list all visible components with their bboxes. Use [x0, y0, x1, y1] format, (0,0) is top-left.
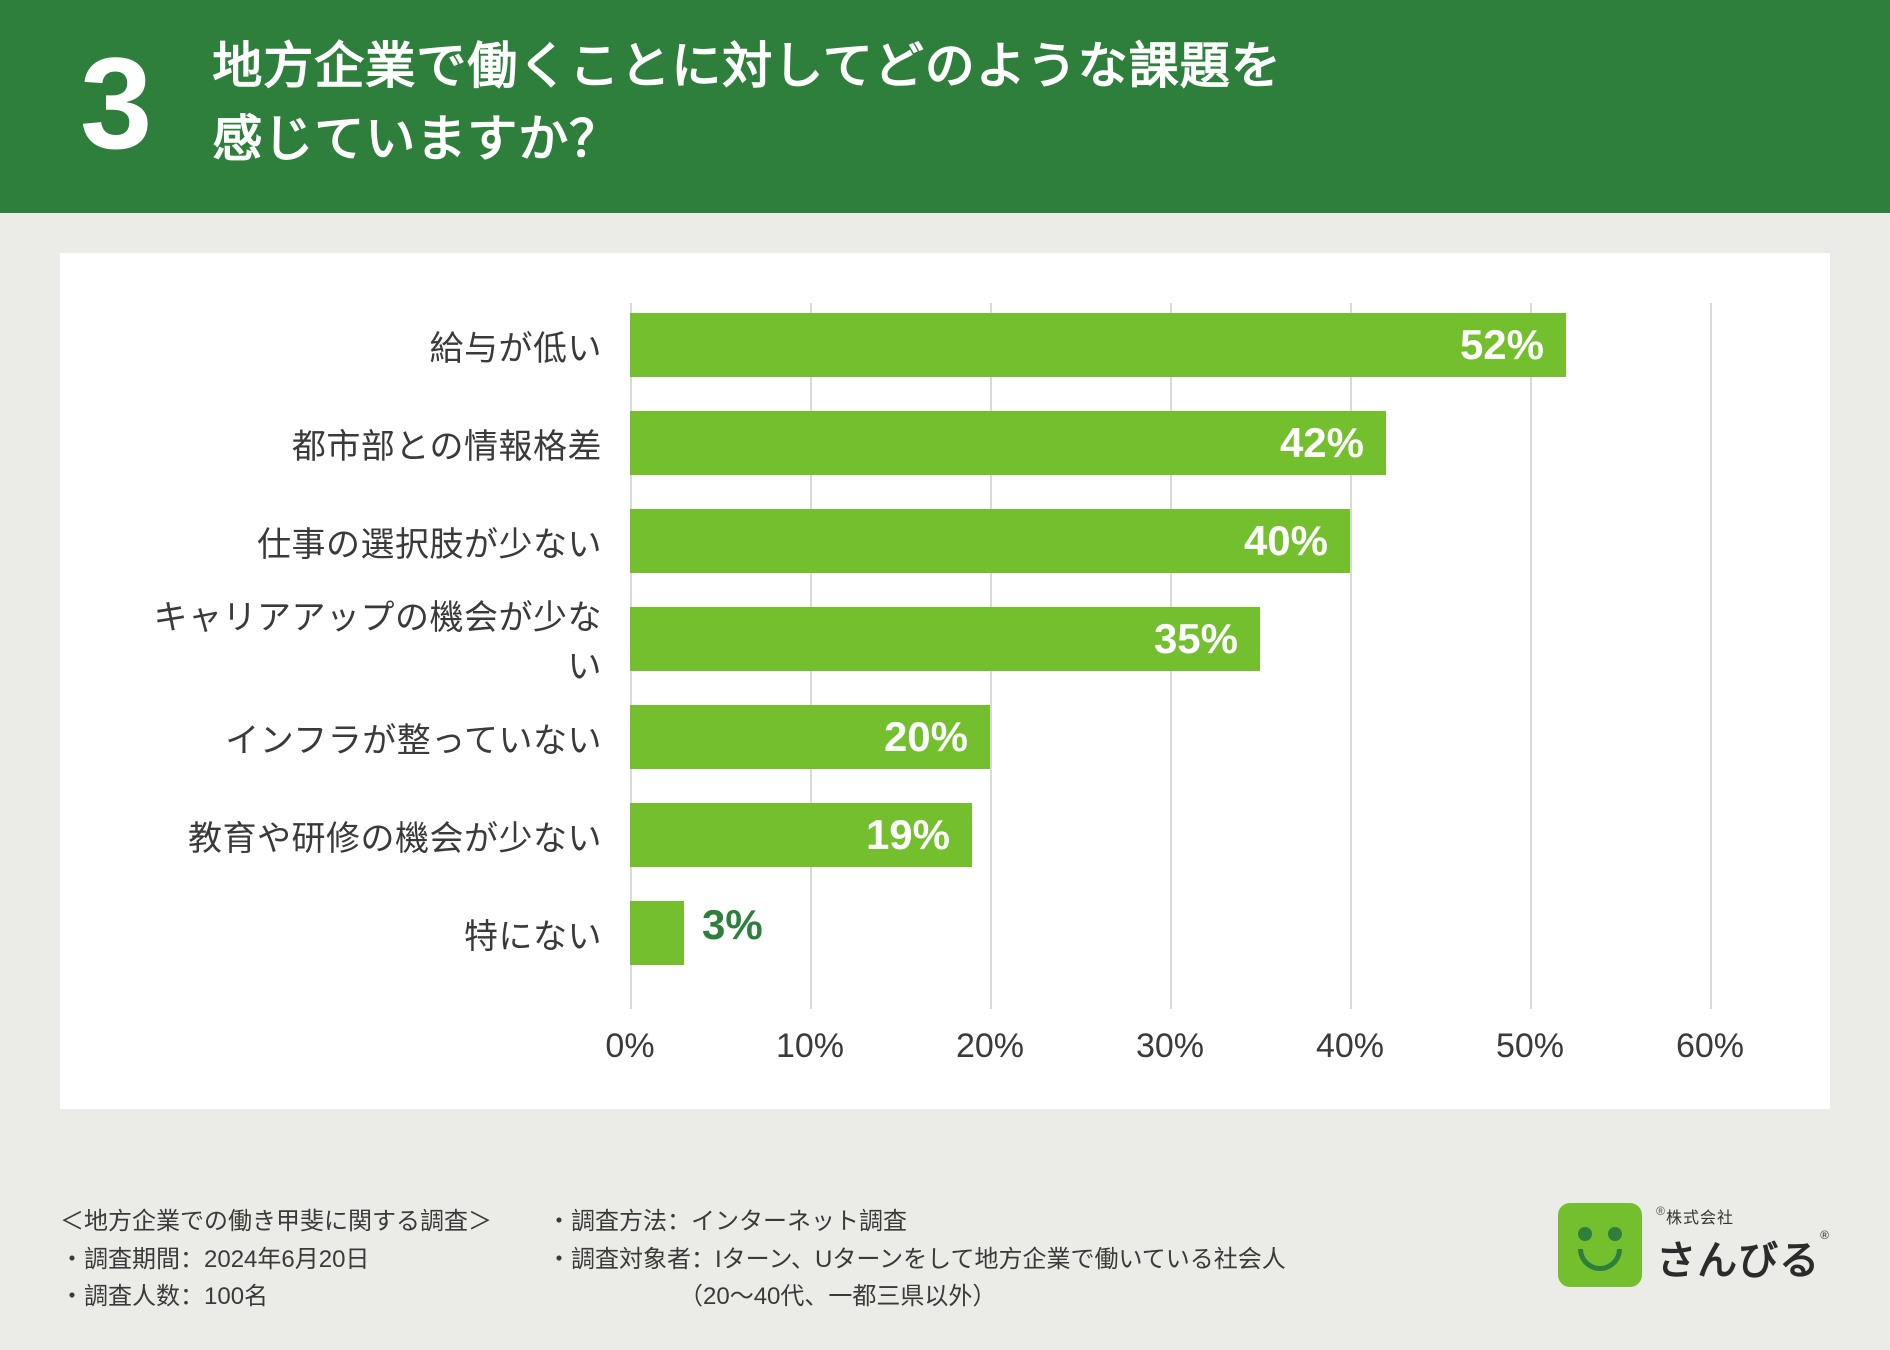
bar-track: 20%	[630, 705, 1710, 769]
x-axis-tick-label: 0%	[605, 1027, 654, 1066]
logo-name-text: さんびる	[1656, 1239, 1820, 1283]
bar: 35%	[630, 607, 1260, 671]
chart-gridline	[1710, 303, 1712, 1009]
bar-value-label: 42%	[1280, 419, 1364, 467]
bar-track: 42%	[630, 411, 1710, 475]
bar-chart: 0% 10% 20% 30% 40% 50% 60% 給与が低い 52% 都市部との情報格差 42%…	[140, 303, 1750, 1079]
x-axis-tick-label: 50%	[1496, 1027, 1564, 1066]
bar: 19%	[630, 803, 972, 867]
bar-category-label: 仕事の選択肢が少ない	[140, 517, 630, 566]
bar: 40%	[630, 509, 1350, 573]
bar-value-label: 35%	[1154, 615, 1238, 663]
meta-line: （20～40代、一都三県以外）	[547, 1278, 1286, 1315]
x-axis-tick-label: 40%	[1316, 1027, 1384, 1066]
bar-value-label: 19%	[866, 811, 950, 859]
bar	[630, 901, 684, 965]
logo-mouth-icon	[1578, 1249, 1622, 1271]
bar-category-label: 特にない	[140, 909, 630, 958]
bar-category-label: 教育や研修の機会が少ない	[140, 811, 630, 860]
bar: 20%	[630, 705, 990, 769]
bar-row: キャリアアップの機会が少ない35%	[140, 607, 1710, 671]
meta-line: ・調査人数：100名	[60, 1278, 492, 1315]
footer: ＜地方企業での働き甲斐に関する調査＞ ・調査期間：2024年6月20日 ・調査人…	[60, 1203, 1830, 1315]
survey-meta-col-2: ・調査方法：インターネット調査 ・調査対象者：Iターン、Uターンをして地方企業で…	[547, 1203, 1286, 1315]
logo-eye-icon	[1578, 1227, 1592, 1241]
bar-row: 特にない 3%	[140, 901, 1710, 965]
bar-track: 40%	[630, 509, 1710, 573]
logo-prefix-text: 株式会社	[1666, 1210, 1734, 1227]
question-title: 地方企業で働くことに対してどのような課題を 感じていますか？	[212, 30, 1282, 175]
meta-line: ・調査期間：2024年6月20日	[60, 1241, 492, 1278]
survey-meta-col-1: ＜地方企業での働き甲斐に関する調査＞ ・調査期間：2024年6月20日 ・調査人…	[60, 1203, 492, 1315]
chart-panel: 0% 10% 20% 30% 40% 50% 60% 給与が低い 52% 都市部との情報格差 42%…	[60, 253, 1830, 1109]
question-number: 3	[80, 38, 152, 168]
bar-category-label: 都市部との情報格差	[140, 419, 630, 468]
x-axis-tick-label: 60%	[1676, 1027, 1744, 1066]
bar-category-label: キャリアアップの機会が少ない	[140, 590, 630, 688]
company-logo: ®株式会社 さんびる®	[1558, 1203, 1830, 1287]
meta-line: ・調査方法：インターネット調査	[547, 1203, 1286, 1240]
bar-row: 教育や研修の機会が少ない 19%	[140, 803, 1710, 867]
x-axis-tick-label: 10%	[776, 1027, 844, 1066]
bar-row: インフラが整っていない 20%	[140, 705, 1710, 769]
logo-mark-icon	[1558, 1203, 1642, 1287]
question-title-line2: 感じていますか？	[212, 111, 620, 167]
x-axis-tick-label: 30%	[1136, 1027, 1204, 1066]
bar-row: 都市部との情報格差 42%	[140, 411, 1710, 475]
bar: 52%	[630, 313, 1566, 377]
question-header: 3 地方企業で働くことに対してどのような課題を 感じていますか？	[0, 0, 1890, 213]
bar-track: 19%	[630, 803, 1710, 867]
bar-track: 35%	[630, 607, 1710, 671]
bar: 42%	[630, 411, 1386, 475]
bar-value-label: 20%	[884, 713, 968, 761]
bar-value-label: 52%	[1460, 321, 1544, 369]
x-axis-tick-label: 20%	[956, 1027, 1024, 1066]
reg-mark-icon: ®	[1656, 1204, 1666, 1218]
bar-category-label: 給与が低い	[140, 321, 630, 370]
logo-text: ®株式会社 さんびる®	[1656, 1204, 1830, 1286]
bar-track: 3%	[630, 901, 1710, 965]
bar-value-label: 40%	[1244, 517, 1328, 565]
logo-company-prefix: ®株式会社	[1656, 1204, 1734, 1228]
bar-category-label: インフラが整っていない	[140, 713, 630, 762]
bar-value-label: 3%	[684, 901, 763, 949]
bar-row: 給与が低い 52%	[140, 313, 1710, 377]
meta-line: ＜地方企業での働き甲斐に関する調査＞	[60, 1203, 492, 1240]
logo-company-name: さんびる®	[1656, 1228, 1830, 1286]
bar-row: 仕事の選択肢が少ない 40%	[140, 509, 1710, 573]
logo-eye-icon	[1608, 1227, 1622, 1241]
meta-line: ・調査対象者：Iターン、Uターンをして地方企業で働いている社会人	[547, 1241, 1286, 1278]
reg-mark-icon: ®	[1820, 1228, 1830, 1242]
question-title-line1: 地方企業で働くことに対してどのような課題を	[212, 38, 1282, 94]
bar-track: 52%	[630, 313, 1710, 377]
